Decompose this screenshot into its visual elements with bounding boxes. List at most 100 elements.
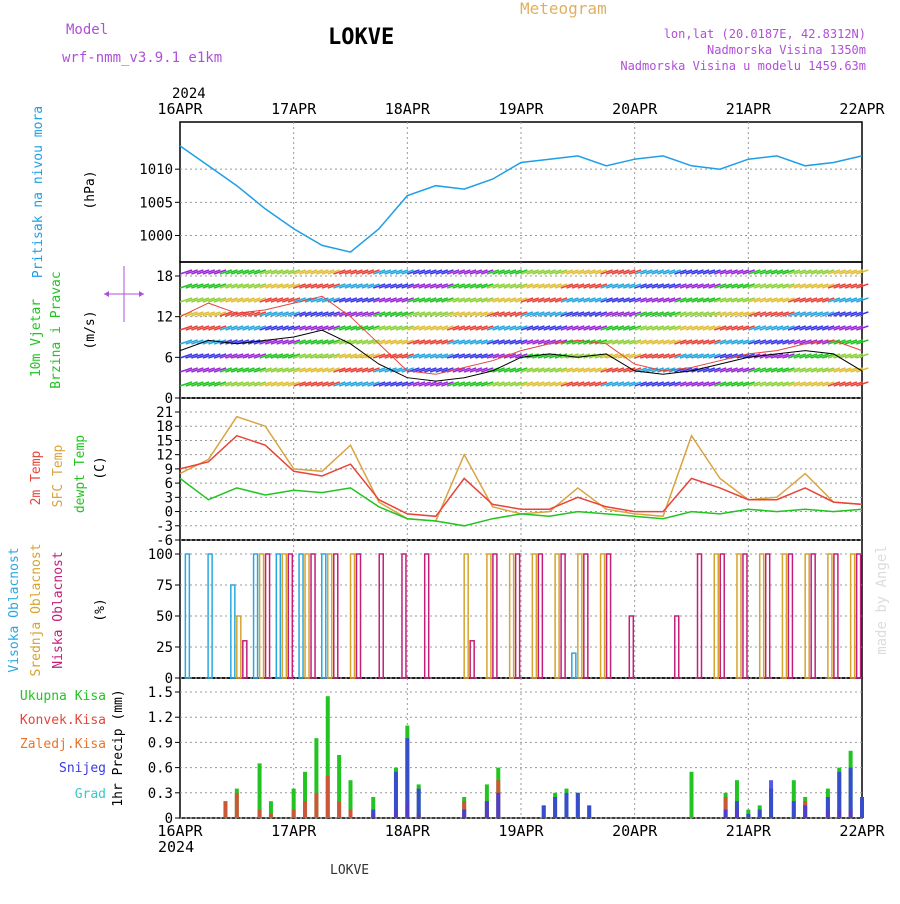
wind-barb (401, 325, 414, 331)
wind-barb (179, 283, 193, 289)
wind-barb (390, 353, 403, 359)
meteogram-title: Meteogram (520, 0, 607, 18)
wind-barb (407, 283, 420, 289)
wind-barb (634, 339, 647, 345)
wind-barb (446, 339, 460, 345)
wind-barb (395, 367, 409, 373)
wind-barb (384, 297, 397, 303)
wind-barb (691, 297, 704, 303)
wind-barb (748, 381, 761, 387)
wind-barb (810, 297, 824, 303)
wind-barb (395, 339, 409, 345)
wind-barb (850, 367, 863, 373)
wind-barb (316, 353, 329, 359)
wind-barb (230, 381, 244, 387)
wind-barb (770, 353, 784, 359)
wind-barb (588, 311, 602, 317)
low-cloud-bar (605, 553, 612, 679)
wind-barb (191, 339, 204, 345)
wind-barb (799, 339, 812, 345)
wind-barb (594, 297, 608, 303)
wind-barb (503, 311, 517, 317)
wind-barb (679, 381, 693, 387)
low-cloud-bar (537, 553, 544, 679)
wind-barb (685, 339, 699, 345)
wind-barb (293, 339, 306, 345)
wind-barb (265, 297, 278, 303)
wind-barb (651, 381, 664, 387)
wind-barb (821, 269, 835, 275)
wind-barb (390, 283, 403, 289)
wind-barb (247, 311, 261, 317)
wind-barb (810, 325, 824, 331)
wind-barb (293, 367, 306, 373)
temp-label-1: 2m Temp (29, 450, 44, 505)
wind-barb (543, 297, 556, 303)
wind-barb (401, 381, 414, 387)
wind-barb (776, 339, 789, 345)
snow-bar (803, 805, 808, 818)
wind-barb (844, 269, 858, 275)
wind-barb (390, 339, 403, 345)
convective-precip-bar (268, 813, 273, 818)
low-cloud-bar (674, 615, 680, 679)
wind-barb (401, 269, 414, 275)
wind-barb (372, 367, 386, 373)
wind-barb (213, 325, 227, 331)
wind-barb (634, 283, 647, 289)
xtick-top-label: 22APR (839, 100, 885, 118)
wind-barb (441, 325, 454, 331)
wind-barb (850, 381, 863, 387)
wind-barb (310, 381, 323, 387)
wind-barb (628, 367, 642, 373)
wind-barb (333, 353, 346, 359)
wind-barb (463, 311, 477, 317)
low-cloud-bar (355, 553, 362, 679)
wind-barb (372, 353, 386, 359)
wind-barb (418, 325, 431, 331)
wind-barb (606, 311, 619, 317)
wind-barb (810, 353, 824, 359)
wind-barb (344, 311, 358, 317)
wind-barb (668, 353, 682, 359)
wind-barb (804, 283, 818, 289)
wind-barb (634, 353, 647, 359)
wind-barb (532, 367, 545, 373)
wind-barb (327, 367, 341, 373)
wind-barb (628, 283, 642, 289)
ytick-label-cloud: 50 (156, 609, 173, 625)
wind-barb (458, 283, 471, 289)
snow-bar (825, 797, 830, 818)
wind-barb (191, 325, 204, 331)
ytick-label-cloud: 0 (165, 671, 173, 687)
wind-barb (600, 311, 613, 317)
wind-barb (287, 367, 301, 373)
wind-barb (475, 297, 488, 303)
xtick-bottom-label: 22APR (839, 822, 885, 840)
ytick-label-temperature: 18 (156, 419, 173, 435)
wind-barb (617, 311, 630, 317)
wind-barb (384, 339, 397, 345)
wind-barb (259, 283, 272, 289)
wind-barb (600, 353, 613, 359)
wind-barb (219, 381, 233, 387)
wind-barb (537, 297, 551, 303)
wind-barb (316, 325, 329, 331)
wind-barb (816, 381, 829, 387)
wind-label-2: Brzina i Pravac (49, 271, 64, 388)
wind-barb (804, 367, 818, 373)
model-label: Model (66, 22, 108, 38)
wind-barb (588, 269, 602, 275)
wind-barb (276, 353, 289, 359)
wind-barb (213, 283, 227, 289)
wind-barb (475, 381, 488, 387)
wind-barb (475, 325, 488, 331)
wind-barb (691, 269, 704, 275)
wind-barb (395, 269, 409, 275)
wind-barb (606, 353, 619, 359)
wind-barb (230, 353, 244, 359)
wind-barb (645, 325, 659, 331)
high-cloud-bar (571, 652, 577, 679)
wind-barb (287, 381, 301, 387)
wind-barb (338, 269, 352, 275)
